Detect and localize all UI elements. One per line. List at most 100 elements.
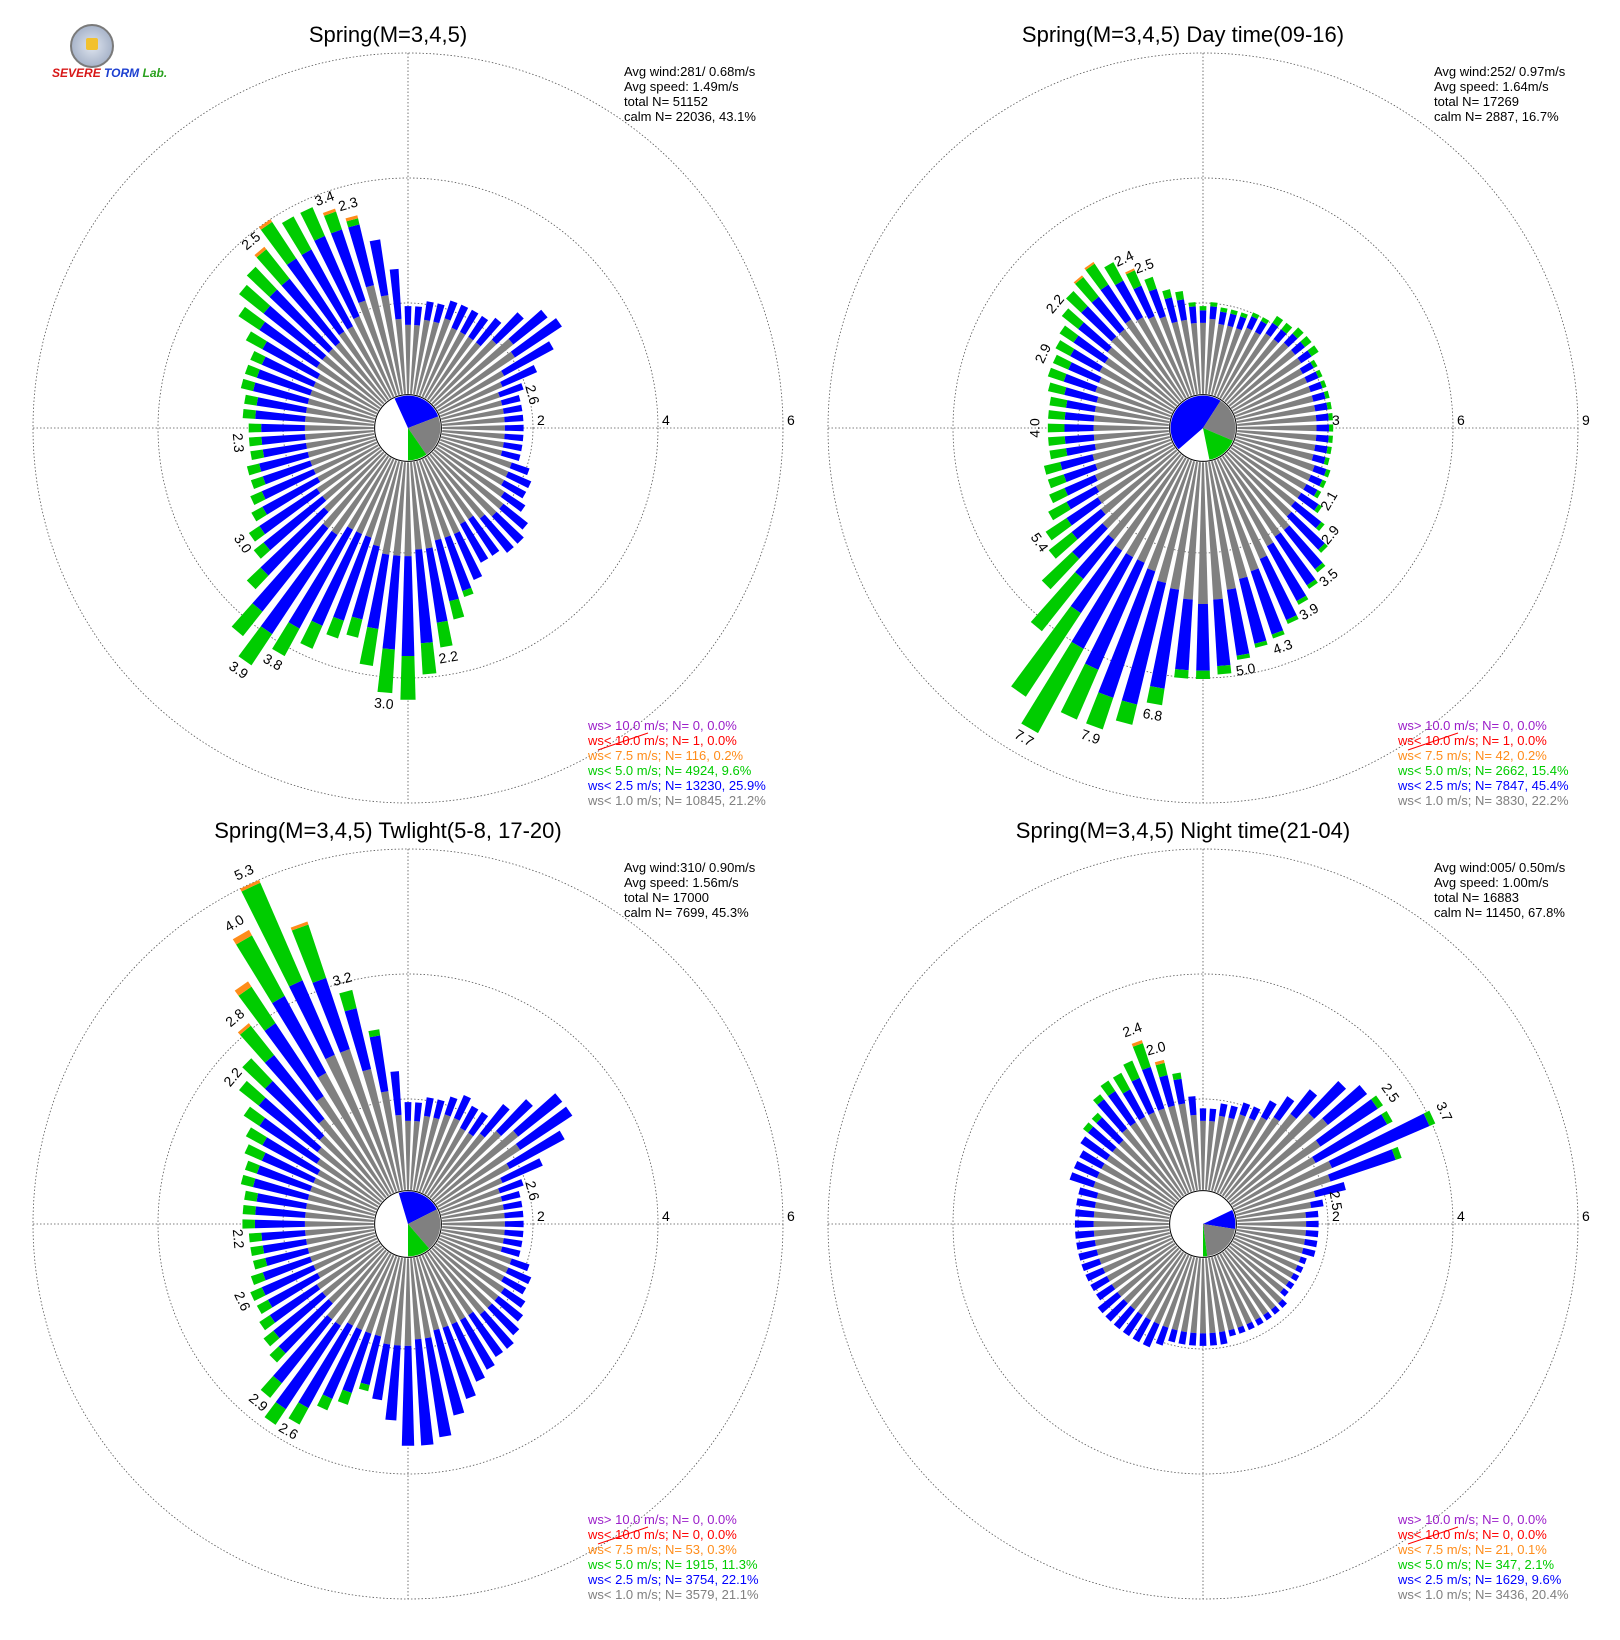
bar-segment: [1100, 449, 1178, 515]
bar-segment: [1226, 1247, 1283, 1304]
bar-segment: [347, 326, 392, 399]
bar-segment: [421, 1117, 460, 1194]
bar-segment: [1260, 1100, 1277, 1121]
bar-segment: [500, 1190, 521, 1202]
bar-segment: [436, 620, 453, 648]
calm-pie-slice: [1178, 428, 1210, 461]
legend-entry: ws< 5.0 m/s; N= 2662, 15.4%: [1397, 763, 1569, 778]
bar-segment: [1224, 339, 1279, 403]
bar-segment: [1131, 1077, 1155, 1116]
bar-segment: [1147, 459, 1193, 572]
bar-segment: [369, 1035, 389, 1093]
ring-label: 2: [537, 1208, 545, 1224]
bar-segment: [288, 1402, 309, 1425]
bar-segment: [1011, 606, 1081, 697]
bar-segment: [305, 1203, 375, 1219]
legend-entry: ws> 10.0 m/s; N= 0, 0.0%: [1397, 1512, 1547, 1527]
bar-segment: [256, 1193, 307, 1209]
stats-line: Avg wind:310/ 0.90m/s: [624, 860, 756, 875]
stats-line: calm N= 22036, 43.1%: [624, 109, 756, 124]
legend-entry: ws< 10.0 m/s; N= 0, 0.0%: [587, 1527, 737, 1542]
ring-label: 6: [787, 412, 795, 428]
bar-segment: [1145, 1253, 1187, 1321]
bar-segment: [1107, 347, 1178, 407]
bar-segment: [317, 373, 379, 412]
legend-entry: ws< 5.0 m/s; N= 347, 2.1%: [1397, 1557, 1555, 1572]
calm-pie-slice: [408, 428, 427, 461]
bar-segment: [424, 1337, 452, 1438]
bar-segment: [1328, 424, 1334, 432]
bar-segment: [1048, 436, 1066, 446]
bar-segment: [255, 410, 306, 422]
ring-label: 2: [1332, 1208, 1340, 1224]
bar-segment: [317, 1394, 333, 1411]
bar-segment: [286, 258, 345, 336]
bar-segment: [1188, 302, 1196, 307]
bar-segment: [1210, 325, 1234, 396]
bar-segment: [1291, 501, 1322, 529]
bar-segment: [1115, 700, 1138, 725]
bar-segment: [1064, 434, 1095, 444]
bar-segment: [239, 1025, 275, 1063]
bar-segment: [435, 446, 505, 497]
bar-value-label: 2.6: [522, 383, 543, 406]
bar-segment: [437, 370, 505, 412]
bar-segment: [1183, 462, 1201, 600]
bar-segment: [433, 1099, 445, 1120]
bar-segment: [504, 1210, 524, 1219]
bar-segment: [1190, 322, 1201, 394]
bar-segment: [425, 547, 448, 623]
bar-segment: [1188, 1332, 1197, 1346]
bar-segment: [1117, 1245, 1178, 1297]
bar-segment: [418, 459, 451, 538]
calm-pie-slice: [1203, 1209, 1236, 1230]
bar-segment: [1232, 1240, 1294, 1279]
bar-segment: [1278, 1299, 1288, 1309]
calm-pie-slice: [408, 1209, 441, 1249]
bar-segment: [1305, 1210, 1319, 1218]
bar-segment: [1157, 460, 1196, 584]
bar-segment: [1271, 630, 1285, 639]
bar-segment: [1236, 433, 1316, 451]
bar-segment: [502, 1238, 523, 1248]
bar-segment: [1078, 1249, 1099, 1261]
bar-segment: [405, 1120, 411, 1190]
bar-segment: [1328, 435, 1333, 443]
bar-segment: [1226, 451, 1292, 517]
bar-segment: [1273, 1096, 1295, 1122]
bar-segment: [1272, 315, 1284, 327]
bar-segment: [1055, 340, 1075, 357]
bar-value-label: 2.4: [1112, 247, 1137, 270]
bar-segment: [1296, 595, 1309, 605]
calm-pie-slice: [1203, 400, 1236, 441]
bar-segment: [500, 491, 526, 512]
bar-segment: [1232, 1156, 1316, 1208]
bar-segment: [498, 383, 524, 398]
bar-segment: [1237, 1221, 1307, 1227]
bar-segment: [513, 1093, 563, 1137]
bar-segment: [421, 1254, 457, 1325]
bar-segment: [1142, 1066, 1165, 1111]
bar-segment: [256, 369, 313, 396]
bar-segment: [258, 1097, 322, 1153]
bar-segment: [1122, 1089, 1146, 1121]
bar-value-label: 3.4: [312, 187, 336, 209]
bar-segment: [307, 1231, 376, 1254]
bar-segment: [307, 1194, 376, 1217]
bar-segment: [433, 1130, 519, 1203]
bar-segment: [281, 278, 341, 347]
bar-value-label: 5.3: [232, 861, 257, 884]
bar-segment: [1234, 438, 1315, 472]
bar-segment: [426, 1132, 474, 1197]
bar-segment: [1093, 1181, 1172, 1214]
bar-segment: [442, 1226, 505, 1236]
legend-entry: ws< 10.0 m/s; N= 0, 0.0%: [1397, 1527, 1547, 1542]
bar-segment: [1123, 1060, 1140, 1082]
bar-segment: [426, 1251, 474, 1316]
bar-segment: [1106, 1155, 1176, 1206]
bar-segment: [1237, 1226, 1306, 1236]
bar-segment: [442, 1221, 505, 1227]
bar-segment: [441, 433, 504, 448]
bar-segment: [244, 1190, 258, 1202]
bar-segment: [1066, 497, 1102, 526]
